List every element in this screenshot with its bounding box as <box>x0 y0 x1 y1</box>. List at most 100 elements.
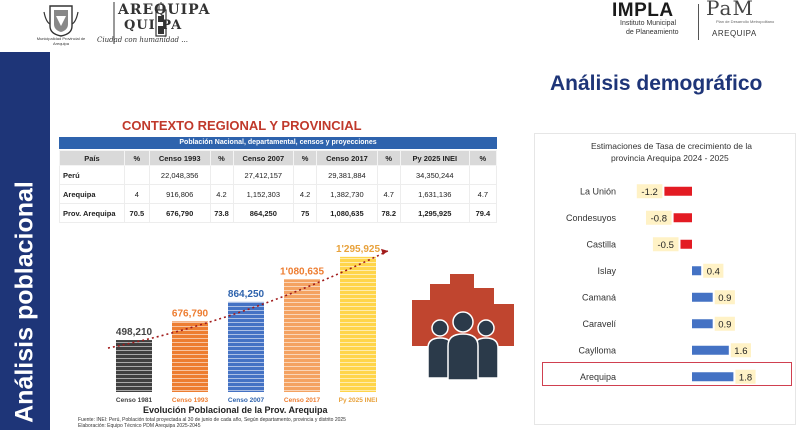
table-cell: Arequipa <box>59 184 125 204</box>
arequipa-motto: Ciudad con humanidad ... <box>97 36 188 44</box>
arequipa-logo-line1: AREQUIPA <box>118 2 211 18</box>
rate-value-label: 1.6 <box>734 346 747 357</box>
table-cell: 4 <box>123 184 150 204</box>
table-cell: 4.7 <box>468 184 498 204</box>
table-cell: 4.2 <box>209 184 234 204</box>
rate-value-label: -1.2 <box>641 187 657 198</box>
table-cell: 1,080,635 <box>316 203 378 223</box>
table-cell: 34,350,244 <box>399 165 470 185</box>
city-population-icon <box>412 274 514 380</box>
rate-category-label: Islay <box>597 266 616 276</box>
impla-subtitle-line1: Instituto Municipal <box>620 20 677 27</box>
credit-line: Elaboración: Equipo Técnico PDM Arequipa… <box>78 423 201 429</box>
section-heading: CONTEXTO REGIONAL Y PROVINCIAL <box>122 118 362 133</box>
table-cell: 79.4 <box>468 203 498 223</box>
page-header: Municipalidad Provincial de Arequipa ARE… <box>0 0 800 50</box>
table-cell: 75 <box>293 203 318 223</box>
growth-value-label: 676,790 <box>172 308 209 319</box>
impla-logo-text: IMPLA <box>612 0 674 21</box>
rate-category-label: Castilla <box>586 239 616 249</box>
rate-bar <box>680 239 692 249</box>
table-cell: Prov. Arequipa <box>59 203 125 223</box>
table-cell: 4.7 <box>376 184 401 204</box>
growth-category-label: Censo 1993 <box>172 397 209 404</box>
rate-bar <box>664 186 692 196</box>
rate-category-label: Condesuyos <box>566 213 617 223</box>
table-cell: 1,295,925 <box>399 203 470 223</box>
rate-category-label: Caravelí <box>582 319 616 329</box>
growth-bar <box>172 321 208 392</box>
table-cell: 676,790 <box>148 203 211 223</box>
col-header-census-2017: Censo 2017 <box>316 150 378 166</box>
growth-category-label: Py 2025 INEI <box>339 397 378 404</box>
rate-category-label: Arequipa <box>580 372 616 382</box>
rate-value-badge <box>646 210 672 225</box>
table-cell <box>293 165 318 185</box>
growth-value-label: 1'080,635 <box>280 266 325 277</box>
col-header-pct: % <box>293 150 318 166</box>
growth-category-label: Censo 2007 <box>228 397 265 404</box>
municipality-crest-icon <box>43 5 79 37</box>
table-cell: 22,048,356 <box>148 165 211 185</box>
growth-category-label: Censo 1981 <box>116 397 153 404</box>
rate-value-label: 1.8 <box>739 372 752 383</box>
table-caption: Población Nacional, departamental, censo… <box>59 137 497 149</box>
trend-arrow-icon <box>381 248 388 255</box>
growth-bar <box>284 279 320 392</box>
source-note: Fuente: INEI: Perú, Población total proy… <box>78 417 408 429</box>
rate-value-label: 0.9 <box>718 319 731 330</box>
table-cell: 70.5 <box>123 203 150 223</box>
growth-bar <box>228 301 264 392</box>
table-row: Perú 22,048,356 27,412,157 29,381,884 34… <box>59 165 498 185</box>
arequipa-logo-line2: QUI PA <box>124 18 183 33</box>
col-header-pct: % <box>209 150 234 166</box>
table-cell: 864,250 <box>232 203 295 223</box>
col-header-census-1993: Censo 1993 <box>148 150 211 166</box>
arequipa-cathedral-logo-icon <box>113 2 167 44</box>
pam-subtitle-line1: Plan de Desarrollo Metropolitano <box>716 19 775 24</box>
sidebar-band: Análisis poblacional <box>0 52 50 430</box>
table-cell: Perú <box>59 165 125 185</box>
table-cell <box>123 165 150 185</box>
population-growth-chart: 498,210 Censo 1981 676,790 Censo 1993 864,25… <box>107 244 389 404</box>
rate-category-label: Caylloma <box>578 345 616 355</box>
rate-bar <box>673 213 692 223</box>
growth-bar <box>116 340 152 392</box>
rate-value-badge <box>636 184 663 199</box>
rate-value-label: -0.5 <box>658 240 674 251</box>
pam-logo-text: PaM <box>706 0 754 20</box>
rate-chart-title-line2: provincia Arequipa 2024 - 2025 <box>611 153 729 163</box>
growth-bar <box>340 256 376 392</box>
growth-value-label: 1'295,925 <box>336 244 381 255</box>
table-cell: 73.8 <box>209 203 234 223</box>
table-cell: 916,806 <box>148 184 211 204</box>
table-cell: 27,412,157 <box>232 165 295 185</box>
table-row: Arequipa 4 916,806 4.2 1,152,303 4.2 1,3… <box>59 184 498 204</box>
rate-bar <box>692 292 713 302</box>
rate-value-badge <box>714 290 735 305</box>
impla-subtitle-line2: de Planeamiento <box>626 29 679 36</box>
growth-category-label: Censo 2017 <box>284 397 321 404</box>
col-header-pct: % <box>468 150 498 166</box>
page-title: Análisis demográfico <box>550 72 763 95</box>
rate-value-badge <box>652 237 679 252</box>
table-header-row: País % Censo 1993 % Censo 2007 % Censo 2… <box>59 150 498 166</box>
sidebar-title: Análisis poblacional <box>10 181 39 423</box>
rate-value-badge <box>703 263 724 278</box>
table-cell: 78.2 <box>376 203 401 223</box>
trend-line <box>107 250 389 349</box>
pam-subtitle-line2: AREQUIPA <box>712 29 757 38</box>
col-header-pct: % <box>123 150 150 166</box>
rate-value-badge <box>714 316 735 331</box>
table-cell: 1,152,303 <box>232 184 295 204</box>
rate-chart-title-line1: Estimaciones de Tasa de crecimiento de l… <box>591 141 752 151</box>
rate-value-badge <box>735 369 756 384</box>
table-cell: 1,382,730 <box>316 184 378 204</box>
municipality-name: Municipalidad Provincial de Arequipa <box>36 36 86 46</box>
rate-bar <box>692 319 713 329</box>
logo-divider <box>698 4 699 40</box>
table-cell <box>376 165 401 185</box>
growth-rate-chart: La Unión -1.2 Condesuyos -0.8 Castilla -0.5 Is… <box>566 184 756 384</box>
table-row: Prov. Arequipa 70.5 676,790 73.8 864,250… <box>59 203 498 223</box>
growth-value-label: 498,210 <box>116 327 153 338</box>
